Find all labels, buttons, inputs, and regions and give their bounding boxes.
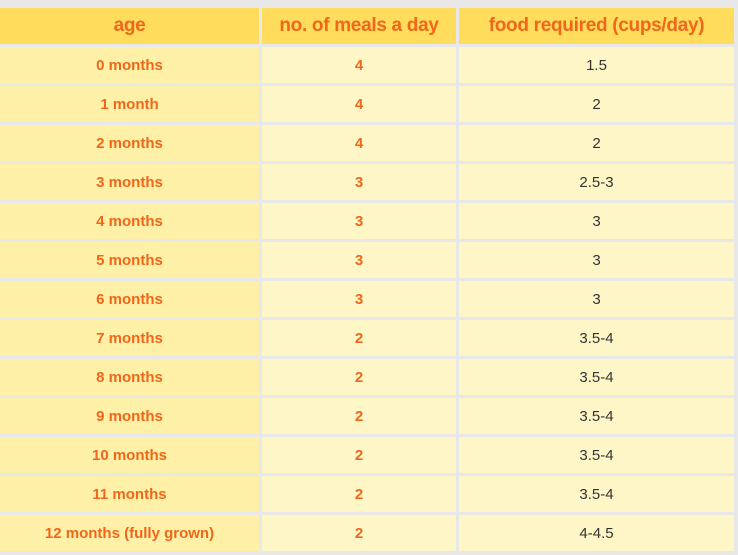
food-cell: 3.5-4 [459, 398, 734, 434]
meals-cell: 2 [262, 398, 456, 434]
header-food: food required (cups/day) [459, 8, 734, 44]
age-cell: 3 months [0, 164, 259, 200]
food-cell: 3.5-4 [459, 437, 734, 473]
meals-cell: 2 [262, 437, 456, 473]
meals-cell: 3 [262, 281, 456, 317]
meals-cell: 2 [262, 320, 456, 356]
table-row: 11 months 2 3.5-4 [0, 476, 734, 512]
feeding-table: age no. of meals a day food required (cu… [0, 5, 737, 554]
age-cell: 10 months [0, 437, 259, 473]
table-row: 2 months 4 2 [0, 125, 734, 161]
food-cell: 2 [459, 86, 734, 122]
age-cell: 12 months (fully grown) [0, 515, 259, 551]
meals-cell: 2 [262, 515, 456, 551]
table-body: 0 months 4 1.5 1 month 4 2 2 months 4 2 3 months 3… [0, 47, 734, 551]
food-cell: 3 [459, 281, 734, 317]
table-row: 8 months 2 3.5-4 [0, 359, 734, 395]
age-cell: 7 months [0, 320, 259, 356]
table-row: 4 months 3 3 [0, 203, 734, 239]
age-cell: 11 months [0, 476, 259, 512]
feeding-table-container: age no. of meals a day food required (cu… [0, 5, 734, 554]
meals-cell: 3 [262, 242, 456, 278]
age-cell: 5 months [0, 242, 259, 278]
age-cell: 6 months [0, 281, 259, 317]
table-row: 5 months 3 3 [0, 242, 734, 278]
age-cell: 1 month [0, 86, 259, 122]
food-cell: 3 [459, 242, 734, 278]
food-cell: 3.5-4 [459, 359, 734, 395]
table-row: 12 months (fully grown) 2 4-4.5 [0, 515, 734, 551]
header-age: age [0, 8, 259, 44]
meals-cell: 2 [262, 359, 456, 395]
food-cell: 1.5 [459, 47, 734, 83]
meals-cell: 2 [262, 476, 456, 512]
table-row: 1 month 4 2 [0, 86, 734, 122]
food-cell: 3.5-4 [459, 320, 734, 356]
meals-cell: 4 [262, 47, 456, 83]
meals-cell: 4 [262, 125, 456, 161]
age-cell: 4 months [0, 203, 259, 239]
meals-cell: 3 [262, 164, 456, 200]
header-row: age no. of meals a day food required (cu… [0, 8, 734, 44]
table-row: 9 months 2 3.5-4 [0, 398, 734, 434]
table-row: 7 months 2 3.5-4 [0, 320, 734, 356]
food-cell: 3.5-4 [459, 476, 734, 512]
table-row: 10 months 2 3.5-4 [0, 437, 734, 473]
food-cell: 2 [459, 125, 734, 161]
meals-cell: 4 [262, 86, 456, 122]
age-cell: 8 months [0, 359, 259, 395]
food-cell: 4-4.5 [459, 515, 734, 551]
table-row: 3 months 3 2.5-3 [0, 164, 734, 200]
food-cell: 3 [459, 203, 734, 239]
header-meals: no. of meals a day [262, 8, 456, 44]
table-row: 6 months 3 3 [0, 281, 734, 317]
age-cell: 0 months [0, 47, 259, 83]
meals-cell: 3 [262, 203, 456, 239]
age-cell: 9 months [0, 398, 259, 434]
table-row: 0 months 4 1.5 [0, 47, 734, 83]
age-cell: 2 months [0, 125, 259, 161]
food-cell: 2.5-3 [459, 164, 734, 200]
